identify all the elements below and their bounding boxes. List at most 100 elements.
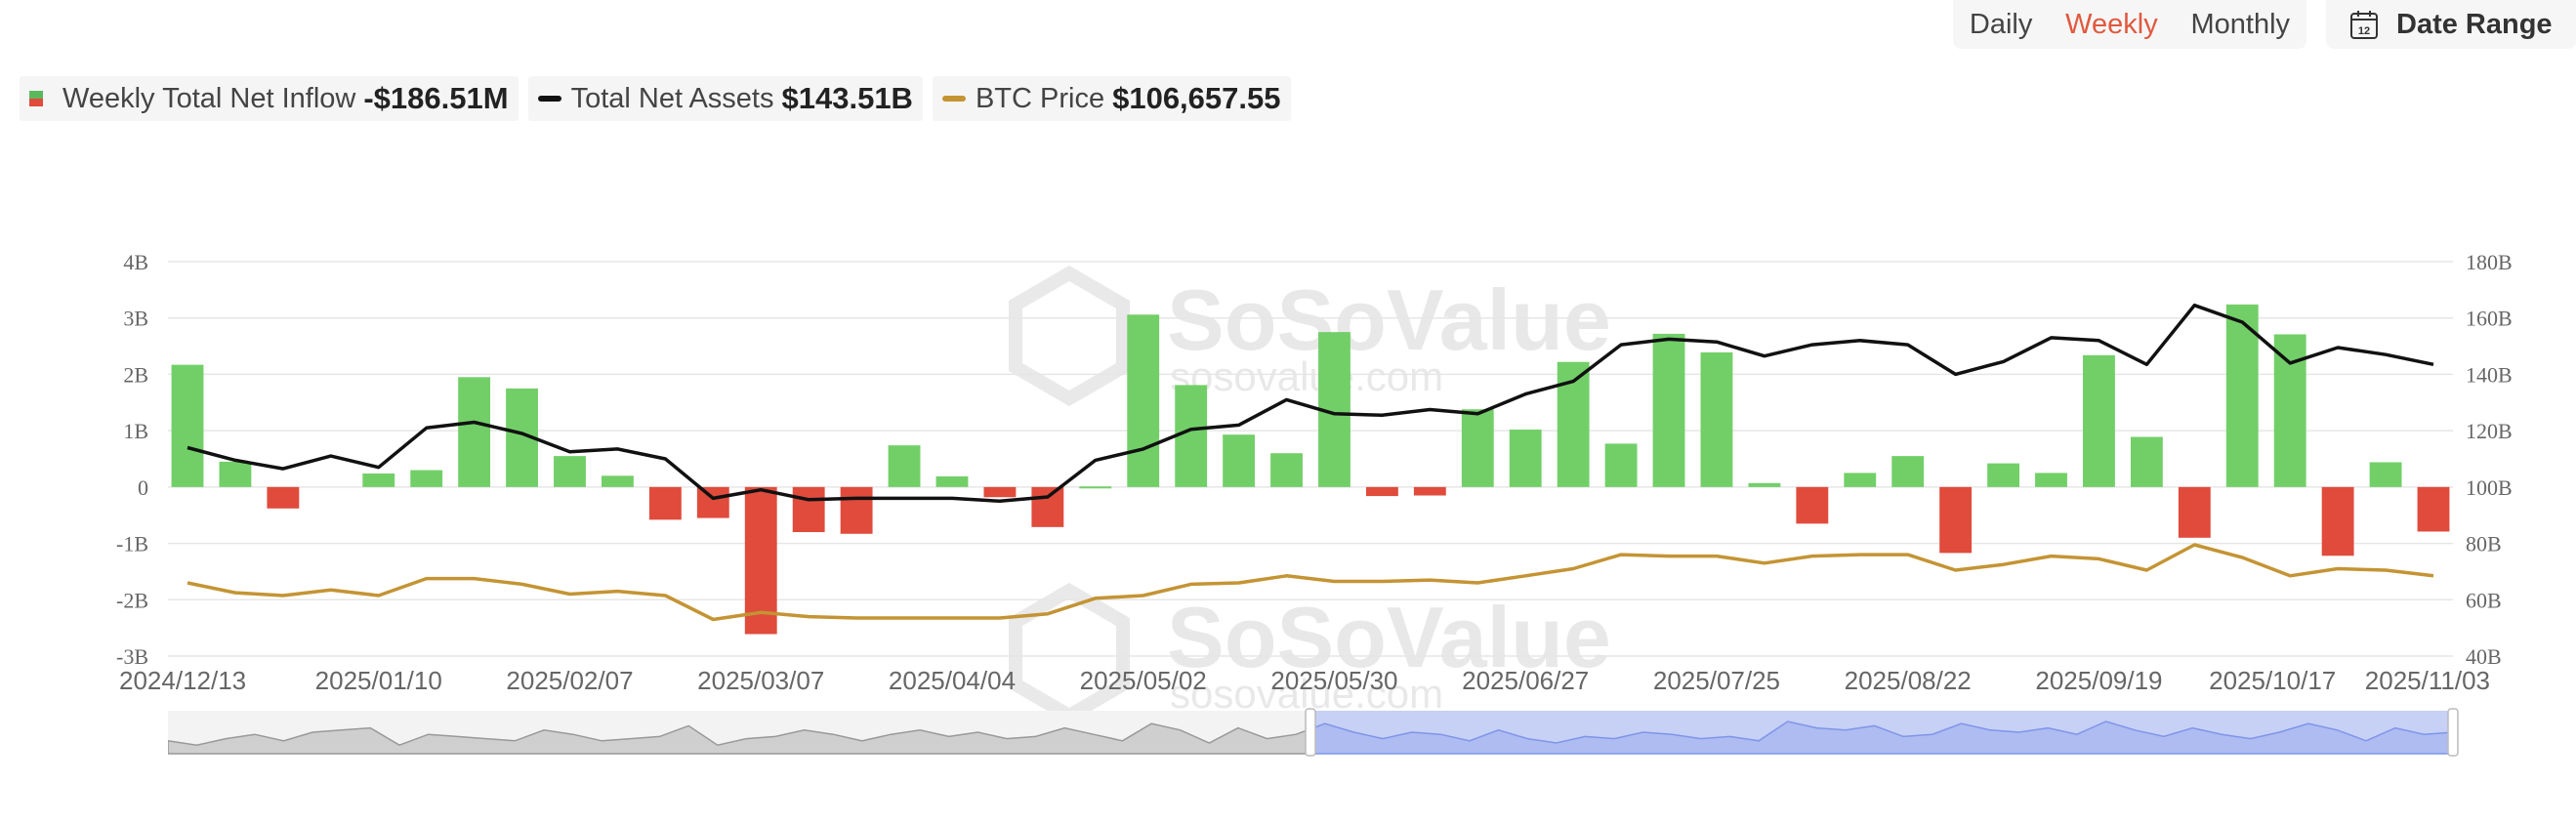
right-axis-tick-label: 180B: [2466, 250, 2513, 274]
inflow-bar: [1604, 443, 1638, 487]
date-range-label: Date Range: [2396, 8, 2553, 40]
legend-label-btc-price: BTC Price: [975, 82, 1105, 114]
legend-item-weekly-inflow[interactable]: Weekly Total Net Inflow -$186.51M: [20, 76, 519, 121]
inflow-bar: [1461, 409, 1494, 487]
inflow-bar: [1270, 453, 1303, 487]
calendar-icon-day: 12: [2358, 25, 2370, 37]
inflow-bar: [2369, 462, 2402, 487]
watermark-url: sosovalue.com: [1170, 353, 1443, 399]
navigator-handle[interactable]: [1305, 708, 1316, 757]
inflow-bar: [935, 475, 969, 487]
net-assets-swatch: [537, 96, 561, 102]
inflow-bar: [2417, 486, 2450, 532]
x-axis-tick-label: 2025/05/02: [1080, 666, 1207, 695]
legend-item-total-net-assets[interactable]: Total Net Assets $143.51B: [527, 76, 923, 121]
left-axis-tick-label: 1B: [123, 419, 148, 443]
inflow-bar: [1748, 482, 1781, 487]
right-axis-tick-label: 140B: [2466, 362, 2513, 387]
inflow-bar: [1223, 434, 1256, 487]
inflow-bar: [1939, 486, 1973, 554]
left-axis-tick-label: -1B: [116, 532, 148, 556]
legend-value-inflow: -$186.51M: [363, 81, 509, 115]
inflow-bar: [983, 486, 1017, 498]
inflow-bar: [1079, 486, 1112, 489]
calendar-icon: 12: [2350, 11, 2378, 39]
inflow-bar: [2225, 304, 2259, 487]
inflow-bar: [362, 474, 395, 487]
inflow-bar: [696, 486, 729, 518]
left-axis-tick-label: 3B: [123, 307, 148, 331]
inflow-bar: [171, 364, 204, 487]
x-axis-tick-label: 2025/06/27: [1462, 666, 1589, 695]
x-axis-tick-label: 2025/02/07: [506, 666, 633, 695]
inflow-bar: [792, 486, 825, 533]
total-net-assets-line: [187, 303, 2434, 504]
chart-legend: Weekly Total Net Inflow -$186.51M Total …: [20, 76, 1291, 121]
inflow-bar: [1175, 385, 1208, 487]
inflow-bar: [2083, 354, 2115, 487]
inflow-bar: [1796, 486, 1829, 524]
legend-value-btc-price: $106,657.55: [1112, 81, 1281, 115]
right-axis-tick-label: 100B: [2466, 475, 2513, 500]
date-range-button[interactable]: 12 Date Range: [2326, 0, 2576, 49]
inflow-swatch: [29, 91, 43, 106]
legend-item-btc-price[interactable]: BTC Price $106,657.55: [932, 76, 1291, 121]
left-axis-tick-label: -2B: [116, 588, 148, 612]
navigator-area-unselected: [168, 722, 1310, 755]
inflow-bar: [744, 486, 777, 635]
navigator-area-selected: [1310, 721, 2453, 755]
inflow-bar: [1509, 429, 1542, 487]
tab-monthly[interactable]: Monthly: [2190, 8, 2291, 40]
inflow-bar: [2273, 334, 2306, 487]
inflow-bar: [648, 486, 682, 520]
inflow-bar: [888, 445, 921, 487]
watermark-brand: SoSoValue: [1167, 271, 1611, 368]
right-axis-tick-label: 160B: [2466, 307, 2513, 331]
x-axis-tick-label: 2025/11/03: [2365, 666, 2490, 695]
left-axis-tick-label: 0: [138, 475, 148, 500]
inflow-bar: [1365, 486, 1398, 497]
x-axis-tick-label: 2025/01/10: [315, 666, 442, 695]
inflow-bar: [2130, 436, 2163, 487]
inflow-bar: [1413, 486, 1446, 496]
inflow-bar: [601, 475, 634, 487]
x-axis-tick-label: 2025/09/19: [2035, 666, 2162, 695]
inflow-bar: [219, 461, 252, 487]
btc-price-line: [187, 543, 2434, 622]
inflow-bar: [1031, 486, 1064, 527]
range-navigator: [168, 708, 2459, 757]
navigator-handle[interactable]: [2447, 708, 2459, 757]
x-axis-tick-label: 2025/08/22: [1845, 666, 1972, 695]
tab-daily[interactable]: Daily: [1969, 8, 2033, 40]
btc-price-swatch: [941, 96, 966, 102]
watermark-brand: SoSoValue: [1167, 589, 1611, 685]
left-axis-tick-label: -3B: [116, 644, 148, 669]
watermark-logo-icon: [1009, 265, 1130, 407]
legend-label-net-assets: Total Net Assets: [570, 82, 774, 114]
right-axis-tick-label: 80B: [2466, 532, 2502, 556]
inflow-bar: [1700, 351, 1733, 487]
interval-tabs: Daily Weekly Monthly: [1953, 0, 2306, 49]
legend-value-net-assets: $143.51B: [781, 81, 913, 115]
inflow-bar: [554, 456, 586, 487]
right-axis-tick-label: 60B: [2466, 588, 2502, 612]
x-axis-tick-label: 2025/05/30: [1270, 666, 1397, 695]
left-axis-tick-label: 2B: [123, 362, 148, 387]
inflow-bar: [410, 470, 443, 487]
right-axis-tick-label: 40B: [2466, 644, 2502, 669]
inflow-bar: [458, 377, 491, 487]
inflow-bar: [1844, 473, 1877, 487]
x-axis-tick-label: 2024/12/13: [119, 666, 246, 695]
inflow-bar: [2178, 486, 2211, 538]
x-axis-tick-label: 2025/04/04: [889, 666, 1016, 695]
inflow-bar: [840, 486, 873, 534]
x-axis-tick-label: 2025/10/17: [2209, 666, 2336, 695]
right-axis-tick-label: 120B: [2466, 419, 2513, 443]
inflow-bar: [2035, 473, 2067, 487]
inflow-bar: [267, 486, 300, 509]
legend-label-inflow: Weekly Total Net Inflow: [62, 82, 356, 114]
tab-weekly[interactable]: Weekly: [2065, 8, 2158, 40]
